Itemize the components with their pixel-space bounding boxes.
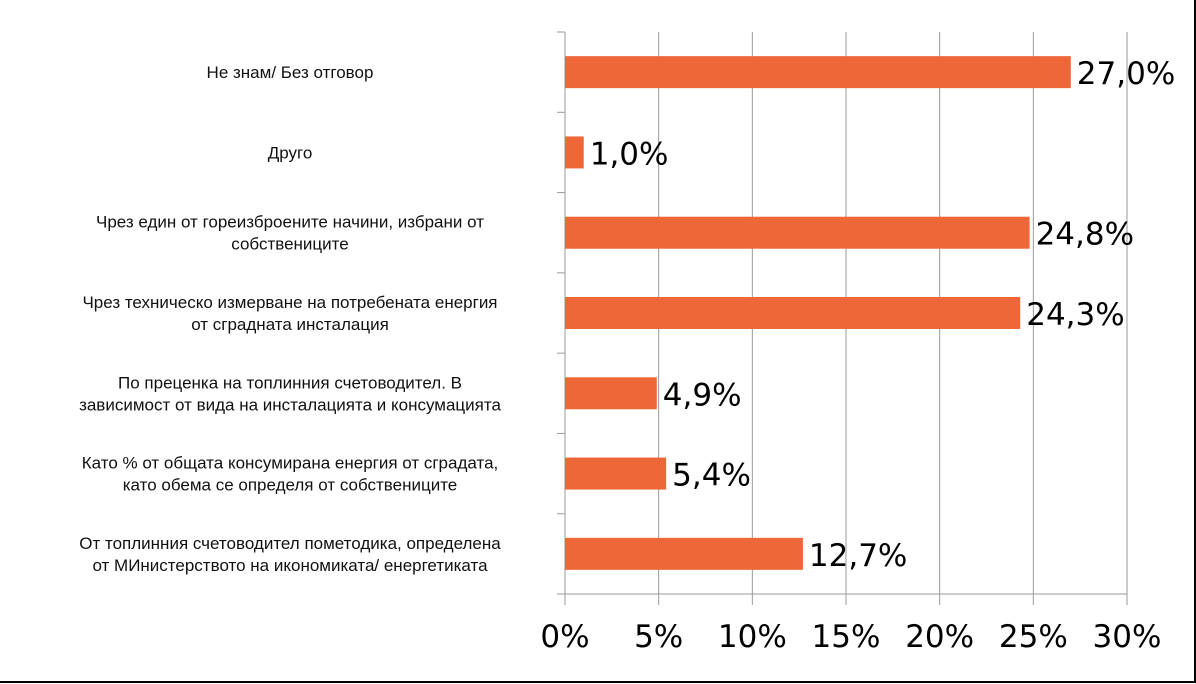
- category-label: Чрез един от гореизброените начини, избр…: [96, 213, 484, 232]
- data-label: 5,4%: [672, 458, 751, 494]
- data-label: 1,0%: [590, 136, 669, 172]
- category-label: От топлинния счетоводител пометодика, оп…: [79, 534, 501, 553]
- bar: [565, 216, 1030, 249]
- category-label: Чрез техническо измерване на потребената…: [82, 293, 497, 312]
- data-label: 27,0%: [1077, 56, 1175, 92]
- bar: [565, 297, 1021, 329]
- x-tick-label: 15%: [812, 619, 881, 655]
- bar: [565, 537, 803, 570]
- category-label: зависимост от вида на инсталацията и кон…: [79, 395, 501, 414]
- category-label: Не знам/ Без отговор: [207, 63, 374, 82]
- bar: [565, 136, 584, 169]
- x-tick-label: 20%: [905, 619, 974, 655]
- x-tick-label: 10%: [718, 619, 787, 655]
- category-label: от МИнистерството на икономиката/ енерге…: [92, 556, 488, 575]
- x-tick-label: 5%: [634, 619, 683, 655]
- data-label: 24,3%: [1026, 297, 1124, 333]
- category-label: По преценка на топлинния счетоводител. В: [118, 373, 462, 392]
- x-tick-label: 25%: [999, 619, 1068, 655]
- bar: [565, 56, 1071, 89]
- x-tick-label: 30%: [1093, 619, 1162, 655]
- data-label: 4,9%: [663, 377, 742, 413]
- category-label: Като % от общата консумирана енергия от …: [82, 454, 499, 473]
- category-label: Друго: [268, 143, 313, 162]
- data-label: 24,8%: [1036, 217, 1134, 253]
- category-label: от сградната инсталация: [191, 315, 389, 334]
- x-tick-label: 0%: [540, 619, 589, 655]
- data-label: 12,7%: [809, 538, 907, 574]
- category-label: собствениците: [231, 235, 348, 254]
- bar: [565, 457, 667, 490]
- bar: [565, 377, 657, 410]
- category-label: като обема се определя от собствениците: [123, 476, 458, 495]
